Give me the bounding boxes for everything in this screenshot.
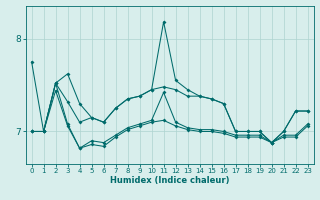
X-axis label: Humidex (Indice chaleur): Humidex (Indice chaleur) [110, 176, 229, 185]
